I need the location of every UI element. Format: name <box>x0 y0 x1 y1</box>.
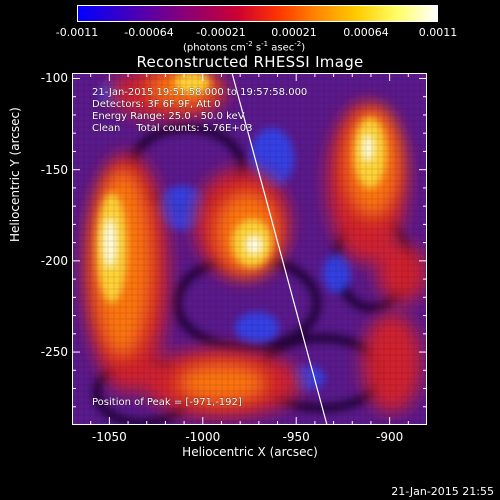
plot-border <box>72 73 427 425</box>
colorbar-gradient <box>78 6 437 21</box>
axis-ticks <box>72 73 427 425</box>
rhessi-image <box>72 73 427 425</box>
colorbar-tick-label: -0.00021 <box>196 26 246 39</box>
y-tick-label: -200 <box>40 253 68 268</box>
y-tick-label: -100 <box>40 71 68 86</box>
x-tick-label: -900 <box>376 430 404 444</box>
colorbar-units: (photons cm-2 s-1 asec-2) <box>183 40 306 54</box>
image-plot: 21-Jan-2015 19:51:58.000 to 19:57:58.000… <box>72 73 427 425</box>
annotation-energy-range: Energy Range: 25.0 - 50.0 keV <box>92 111 245 122</box>
x-axis-label: Heliocentric X (arcsec) <box>182 445 318 459</box>
y-tick-label: -150 <box>40 162 68 177</box>
footer-timestamp: 21-Jan-2015 21:55 <box>391 485 494 498</box>
colorbar <box>77 5 438 22</box>
x-tick-label: -1050 <box>91 430 127 444</box>
pixel-grid <box>72 73 427 425</box>
x-tick-label: -950 <box>282 430 310 444</box>
y-tick-label: -250 <box>40 345 68 360</box>
colorbar-tick-label: 0.00064 <box>343 26 389 39</box>
colorbar-tick-label: 0.0011 <box>418 26 458 39</box>
annotation-detectors: Detectors: 3F 6F 9F, Att 0 <box>92 99 221 110</box>
annotation-counts: Clean Total counts: 5.76E+03 <box>92 123 253 134</box>
plot-title: Reconstructed RHESSI Image <box>136 53 364 71</box>
colorbar-tick-label: -0.0011 <box>55 26 99 39</box>
x-tick-label: -1000 <box>185 430 221 444</box>
colorbar-tick-label: -0.00064 <box>124 26 174 39</box>
annotation-time-range: 21-Jan-2015 19:51:58.000 to 19:57:58.000 <box>92 87 308 98</box>
y-axis-label: Heliocentric Y (arcsec) <box>8 107 22 242</box>
peak-position-label: Position of Peak = [-971,-192] <box>92 397 242 408</box>
solar-limb-line <box>231 73 328 425</box>
colorbar-tick-label: 0.00021 <box>271 26 317 39</box>
